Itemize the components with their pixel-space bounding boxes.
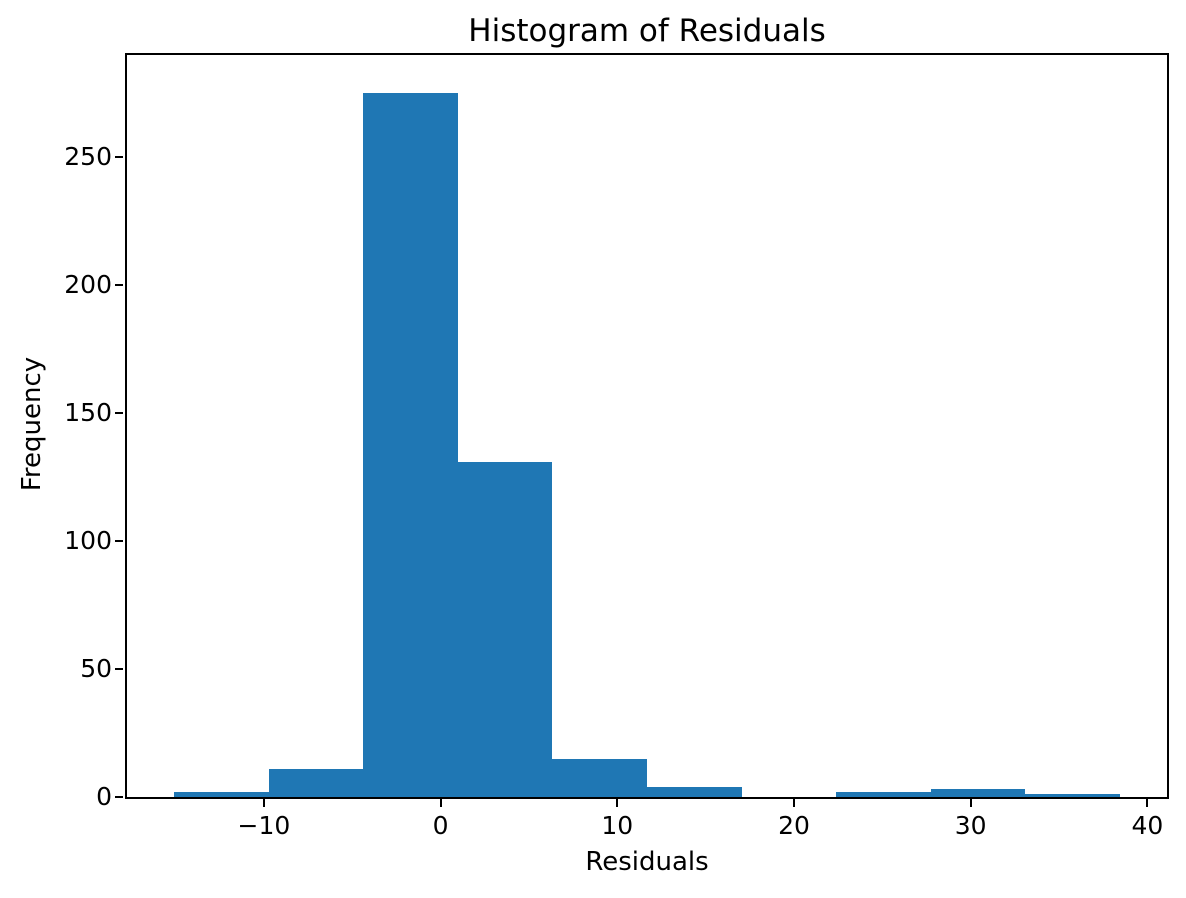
- y-axis-tick-label: 50: [80, 654, 112, 684]
- y-axis-tick: [115, 540, 123, 543]
- x-axis-tick-label: 30: [954, 811, 987, 840]
- histogram-bar: [647, 786, 742, 797]
- y-axis-tick: [115, 412, 123, 415]
- histogram-bar: [1025, 794, 1120, 797]
- histogram-bar: [552, 758, 647, 797]
- x-axis-tick-label: 40: [1131, 811, 1164, 840]
- y-axis-tick: [115, 668, 123, 671]
- x-axis-tick: [439, 799, 442, 807]
- y-axis-tick-label: 250: [64, 142, 112, 172]
- histogram-bar: [363, 93, 458, 797]
- x-axis-tick: [969, 799, 972, 807]
- histogram-bar: [836, 791, 931, 797]
- y-axis-tick: [115, 796, 123, 798]
- histogram-bar: [457, 461, 553, 797]
- histogram-bar: [268, 768, 364, 797]
- y-axis-tick-label: 150: [64, 398, 112, 428]
- y-axis-tick-label: 200: [64, 270, 112, 300]
- y-axis-tick: [115, 284, 123, 287]
- x-axis-tick: [793, 799, 795, 807]
- y-axis-tick-label: 100: [64, 526, 112, 556]
- x-axis-tick: [1146, 799, 1149, 807]
- histogram-bar: [930, 789, 1026, 797]
- x-axis-label: Residuals: [585, 847, 709, 877]
- x-axis-tick-label: −10: [237, 811, 291, 840]
- x-axis-tick-label: 0: [432, 811, 449, 840]
- histogram-bar: [174, 791, 269, 797]
- chart-title: Histogram of Residuals: [468, 13, 826, 49]
- y-axis-tick-label: 0: [96, 782, 112, 811]
- x-axis-tick: [262, 799, 265, 807]
- x-axis-tick: [616, 799, 619, 807]
- x-axis-tick-label: 10: [601, 811, 634, 840]
- y-axis-tick: [115, 156, 123, 159]
- x-axis-tick-label: 20: [778, 811, 810, 840]
- plot-area: [125, 53, 1169, 799]
